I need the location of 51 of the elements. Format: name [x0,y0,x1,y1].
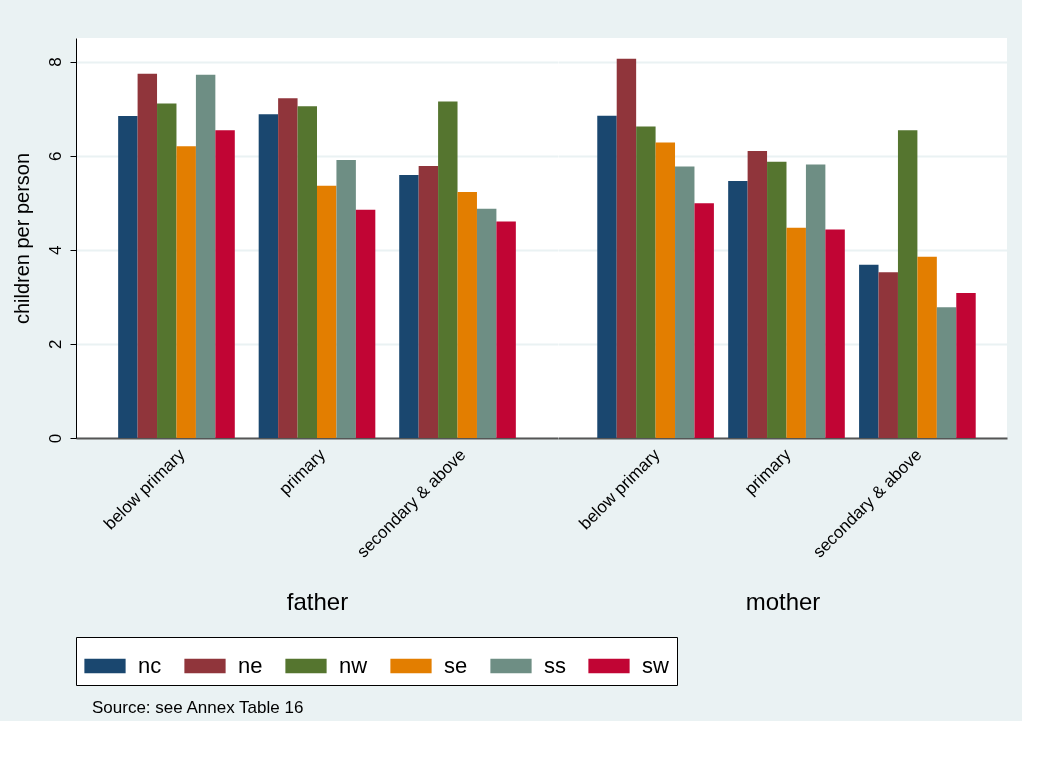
bar [694,203,714,438]
bar [399,174,419,438]
x-axis-title: father [286,587,349,615]
bar [278,98,298,438]
y-axis-title: children per person [10,152,33,325]
bar [878,272,898,438]
bar [825,229,845,438]
bar [258,114,279,438]
y-tick-label: 8 [45,57,65,67]
bar [297,106,317,438]
bar [917,256,937,438]
y-tick-label: 2 [45,339,65,350]
legend-label: nc [138,653,162,678]
y-tick-label: 4 [45,245,65,255]
bar [195,74,216,438]
bar [786,227,806,438]
y-tick-label: 0 [45,433,65,444]
bar [636,126,656,438]
bar [418,166,439,438]
bar [956,293,976,438]
bar [157,103,177,438]
bar [767,161,787,438]
legend-label: ss [544,653,566,678]
bar [859,264,879,438]
source-note: Source: see Annex Table 16 [92,697,304,717]
bar [118,116,138,438]
legend-label: sw [642,653,669,678]
bar [176,146,196,438]
bar [675,166,695,438]
bar [457,191,477,438]
bar [747,150,768,438]
y-tick-label: 6 [45,151,65,161]
x-axis-title: mother [745,587,821,615]
legend-label: se [444,653,468,678]
bar [936,307,957,438]
bar [317,185,337,438]
bar [496,221,516,438]
legend-label: nw [339,653,368,678]
bar [215,130,235,438]
bar [597,115,617,438]
bar [336,159,356,438]
bar [655,142,676,438]
bar [728,181,748,438]
bar [355,209,376,438]
bar [805,164,826,438]
bar [137,73,158,438]
bar [438,101,458,438]
bar [616,58,637,438]
bar [476,208,497,438]
legend-label: ne [238,653,263,678]
bar [897,130,918,438]
